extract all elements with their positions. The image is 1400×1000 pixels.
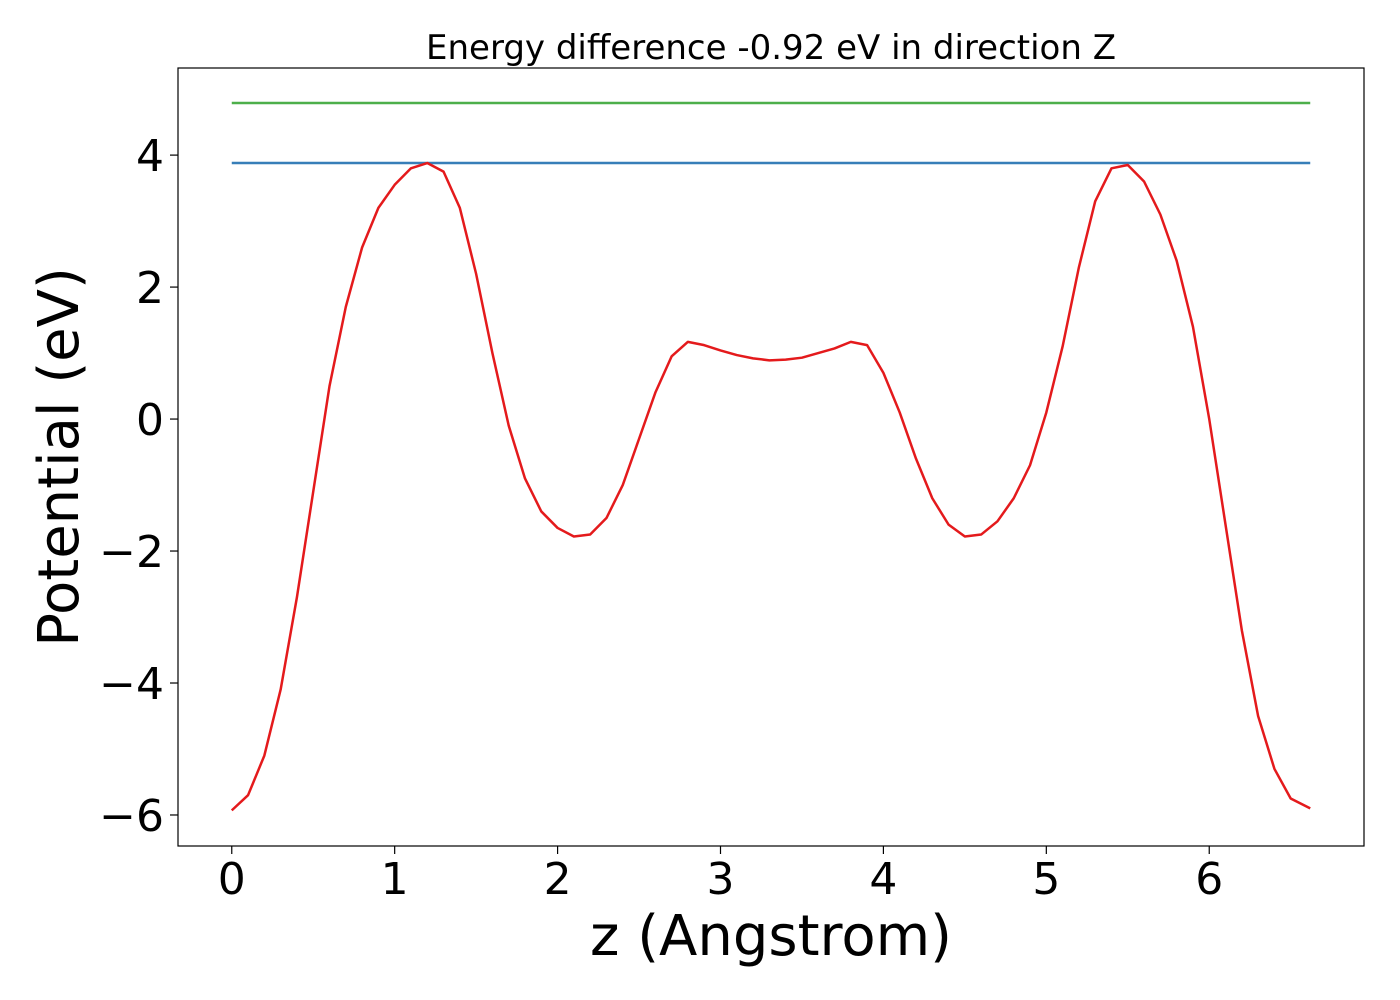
x-tick-label: 3 bbox=[706, 854, 734, 905]
x-tick-label: 4 bbox=[869, 854, 897, 905]
x-tick-label: 5 bbox=[1032, 854, 1060, 905]
data-line bbox=[230, 161, 1311, 812]
x-tick-label: 0 bbox=[218, 854, 246, 905]
x-tick-label: 2 bbox=[544, 854, 572, 905]
y-tick-label: 0 bbox=[136, 395, 164, 446]
y-axis-label: Potential (eV) bbox=[27, 267, 92, 647]
chart-title: Energy difference -0.92 eV in direction … bbox=[426, 28, 1116, 68]
x-axis-label: z (Angstrom) bbox=[590, 904, 952, 969]
x-tick-label: 1 bbox=[381, 854, 409, 905]
y-tick-label: 4 bbox=[136, 131, 164, 182]
y-tick-label: 2 bbox=[136, 263, 164, 314]
y-tick-label: −6 bbox=[99, 791, 164, 842]
y-tick-label: −2 bbox=[99, 527, 164, 578]
x-tick-label: 6 bbox=[1195, 854, 1223, 905]
y-tick-label: −4 bbox=[99, 659, 164, 710]
plot-frame bbox=[177, 67, 1365, 847]
